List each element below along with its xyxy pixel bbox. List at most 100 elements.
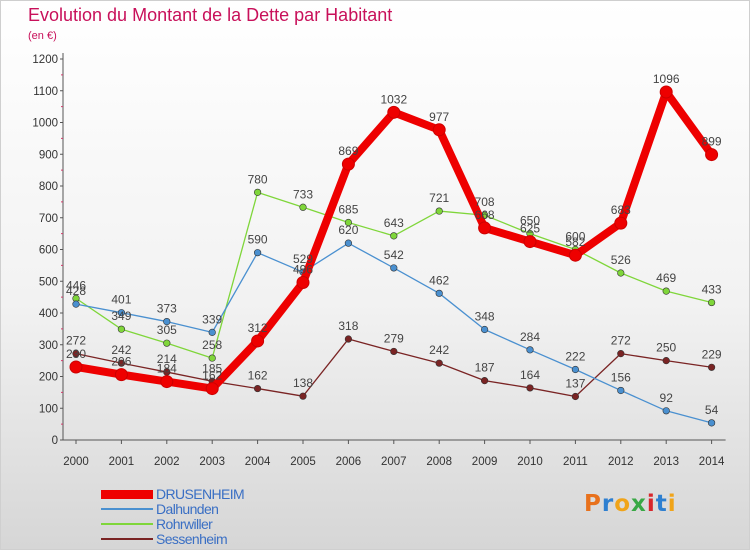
data-label-rohrwiller: 780	[248, 172, 268, 186]
data-label-dalhunden: 373	[157, 302, 177, 316]
data-point-dalhunden	[163, 317, 171, 326]
data-point-drusenheim	[523, 235, 537, 249]
data-label-rohrwiller: 721	[429, 191, 449, 205]
legend-label: Dalhunden	[156, 501, 219, 517]
data-label-dalhunden: 348	[475, 310, 495, 324]
data-label-dalhunden: 156	[611, 370, 631, 384]
data-label-rohrwiller: 349	[111, 309, 131, 323]
data-point-dalhunden	[526, 346, 534, 354]
logo-letter: t	[655, 491, 668, 517]
data-point-rohrwiller	[617, 269, 625, 277]
data-label-sessenheim: 242	[429, 343, 449, 357]
y-tick-label: 500	[39, 276, 58, 288]
x-tick-label: 2014	[699, 456, 725, 468]
data-point-sessenheim	[117, 359, 125, 367]
data-point-dalhunden	[344, 239, 353, 247]
data-point-sessenheim	[571, 392, 580, 401]
data-label-drusenheim: 230	[66, 347, 86, 361]
data-point-rohrwiller	[390, 232, 398, 240]
data-label-drusenheim: 1096	[653, 72, 680, 86]
data-label-sessenheim: 250	[656, 341, 676, 355]
logo-letter: r	[601, 491, 615, 517]
y-tick-label: 600	[39, 245, 58, 257]
data-point-drusenheim	[296, 276, 310, 290]
data-point-sessenheim	[299, 392, 307, 400]
logo-letter: i	[667, 491, 677, 517]
logo-letter: i	[646, 491, 656, 517]
data-point-drusenheim	[478, 221, 492, 235]
legend-label: Rohrwiller	[156, 516, 213, 532]
data-point-sessenheim	[254, 384, 262, 393]
legend-swatch	[101, 490, 153, 499]
logo-letter: P	[584, 491, 602, 517]
data-label-dalhunden: 590	[248, 233, 268, 247]
data-point-rohrwiller	[254, 188, 262, 196]
data-label-drusenheim: 312	[248, 321, 268, 335]
data-label-sessenheim: 279	[384, 331, 404, 345]
data-point-rohrwiller	[707, 298, 716, 307]
data-label-sessenheim: 272	[611, 334, 631, 348]
data-label-drusenheim: 899	[702, 135, 722, 149]
data-point-sessenheim	[435, 359, 443, 367]
y-tick-label: 800	[39, 181, 58, 193]
data-point-rohrwiller	[299, 203, 307, 211]
y-tick-label: 400	[39, 308, 58, 320]
x-tick-label: 2010	[517, 456, 543, 468]
y-tick-label: 700	[39, 213, 58, 225]
data-label-drusenheim: 977	[429, 110, 449, 124]
data-point-dalhunden	[254, 249, 262, 257]
data-label-sessenheim: 187	[475, 361, 495, 375]
data-label-sessenheim: 272	[66, 334, 86, 348]
data-label-drusenheim: 162	[202, 369, 222, 383]
y-tick-label: 200	[39, 372, 58, 384]
data-label-rohrwiller: 650	[520, 214, 540, 228]
data-point-sessenheim	[617, 350, 625, 358]
data-label-rohrwiller: 643	[384, 216, 404, 230]
data-label-sessenheim: 242	[111, 343, 131, 357]
data-label-sessenheim: 137	[565, 377, 585, 391]
legend-label: Sessenheim	[156, 531, 228, 547]
data-label-drusenheim: 869	[338, 144, 358, 158]
data-label-sessenheim: 318	[338, 319, 358, 333]
data-label-sessenheim: 138	[293, 376, 313, 390]
y-tick-label: 1000	[32, 118, 58, 130]
data-label-rohrwiller: 526	[611, 253, 631, 267]
data-point-dalhunden	[117, 309, 125, 317]
data-point-drusenheim	[114, 368, 128, 382]
data-point-dalhunden	[435, 289, 443, 297]
data-point-rohrwiller	[435, 207, 443, 215]
x-tick-label: 2011	[563, 456, 588, 468]
data-label-dalhunden: 284	[520, 330, 540, 344]
y-tick-label: 1200	[32, 54, 58, 66]
data-label-rohrwiller: 600	[565, 230, 585, 244]
data-label-drusenheim: 582	[565, 235, 585, 249]
data-label-drusenheim: 625	[520, 222, 540, 236]
data-label-dalhunden: 54	[705, 403, 719, 417]
data-point-dalhunden	[390, 264, 398, 272]
data-label-dalhunden: 529	[293, 252, 313, 266]
y-tick-label: 1100	[33, 86, 58, 98]
y-tick-label: 0	[52, 435, 58, 447]
data-point-drusenheim	[205, 382, 219, 396]
unit-label: (en €)	[28, 30, 57, 42]
x-tick-label: 2007	[381, 456, 407, 468]
data-point-dalhunden	[617, 386, 625, 395]
y-tick-label: 900	[39, 149, 58, 161]
x-tick-label: 2001	[109, 456, 135, 468]
data-label-drusenheim: 1032	[380, 92, 407, 106]
data-label-rohrwiller: 433	[702, 283, 722, 297]
data-label-sessenheim: 214	[157, 352, 177, 366]
x-tick-label: 2004	[245, 456, 271, 468]
data-point-drusenheim	[341, 157, 355, 171]
data-label-sessenheim: 162	[248, 369, 268, 383]
data-label-dalhunden: 620	[338, 223, 358, 237]
x-tick-label: 2003	[199, 456, 225, 468]
data-label-rohrwiller: 685	[338, 203, 358, 217]
x-tick-label: 2013	[653, 456, 679, 468]
y-tick-label: 300	[39, 340, 58, 352]
data-point-sessenheim	[526, 384, 534, 392]
legend-label: DRUSENHEIM	[156, 486, 245, 502]
data-point-dalhunden	[208, 328, 216, 336]
data-label-dalhunden: 401	[111, 293, 131, 307]
